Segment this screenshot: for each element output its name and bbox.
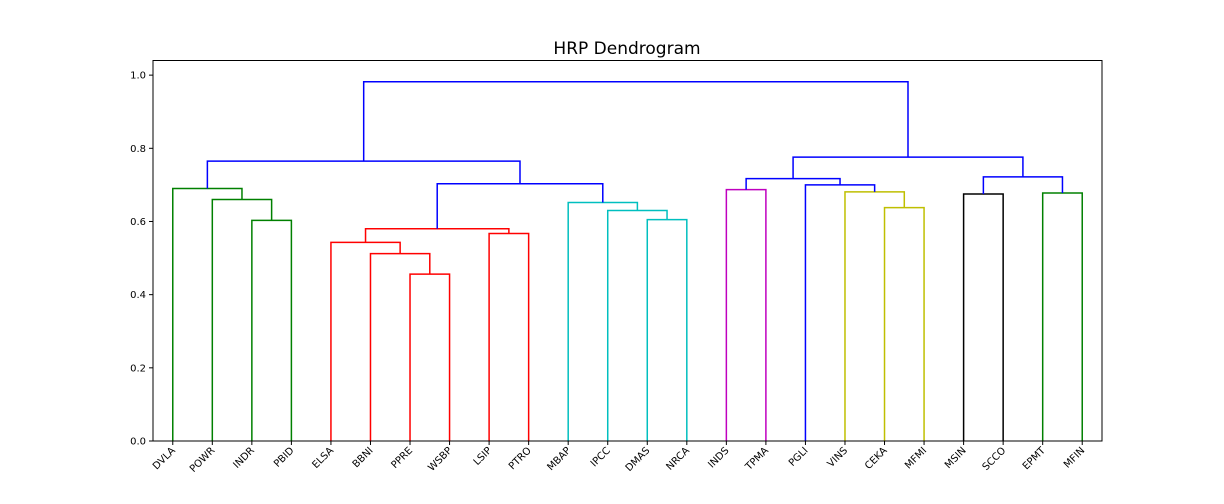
leaf-label-ppre: PPRE <box>389 445 415 471</box>
dendrogram-link-c18-c19 <box>982 176 1064 195</box>
leaf-label-mfin: MFIN <box>1062 445 1087 470</box>
leaf-label-epmt: EPMT <box>1021 445 1049 473</box>
leaf-label-lsip: LSIP <box>472 445 495 468</box>
leaf-label-tpma: TPMA <box>743 445 771 473</box>
dendrogram-link-c5-c6 <box>364 228 510 243</box>
leaf-label-indr: INDR <box>231 445 257 471</box>
dendrogram-link-indr-pbid <box>251 219 293 441</box>
leaf-label-bbni: BBNI <box>351 445 376 470</box>
dendrogram-link-ppre-wsbp <box>409 273 451 441</box>
leaf-label-pgli: PGLI <box>787 445 811 469</box>
dendrogram-link-msin-scco <box>962 193 1004 441</box>
leaf-label-dmas: DMAS <box>624 445 653 474</box>
y-tick-label: 0.4 <box>130 290 146 301</box>
dendrogram-link-c7-c10 <box>436 183 604 229</box>
leaf-label-ipcc: IPCC <box>589 445 613 469</box>
dendrogram-link-ipcc-c8 <box>606 209 668 441</box>
leaf-label-inds: INDS <box>706 445 731 470</box>
plot-frame <box>152 60 1103 442</box>
dendrogram-link-powr-c0 <box>211 198 273 441</box>
leaf-label-ceka: CEKA <box>863 445 890 472</box>
leaf-label-wsbp: WSBP <box>426 445 454 473</box>
dendrogram-link-ceka-mfmi <box>883 206 925 441</box>
dendrogram-link-elsa-c4 <box>330 241 401 441</box>
y-tick-label: 0.6 <box>130 217 146 228</box>
leaf-label-nrca: NRCA <box>665 445 693 473</box>
dendrogram-link-epmt-mfin <box>1041 192 1083 441</box>
dendrogram-link-pgli-c15 <box>804 184 876 441</box>
dendrogram-link-mbap-c9 <box>567 201 639 441</box>
dendrogram-link-c13-c16 <box>745 177 841 190</box>
dendrogram-link-inds-tpma <box>725 188 767 441</box>
dendrogram-links <box>172 80 1083 441</box>
dendrogram-link-dvla-c1 <box>172 187 243 441</box>
leaf-label-scco: SCCO <box>981 445 1009 473</box>
leaf-label-msin: MSIN <box>943 445 969 471</box>
y-tick-label: 0.0 <box>130 437 146 448</box>
leaf-label-vins: VINS <box>826 445 850 469</box>
leaf-label-ptro: PTRO <box>507 445 534 472</box>
chart-title: HRP Dendrogram <box>553 39 700 59</box>
dendrogram-link-c17-c20 <box>792 156 1024 179</box>
leaf-label-mfmi: MFMI <box>903 445 929 471</box>
y-tick-label: 1.0 <box>130 71 146 82</box>
leaf-label-dvla: DVLA <box>151 445 178 472</box>
leaf-label-pbid: PBID <box>272 445 297 470</box>
y-tick-label: 0.2 <box>130 363 146 374</box>
dendrogram-link-bbni-c3 <box>369 252 431 441</box>
leaf-label-powr: POWR <box>188 445 218 475</box>
dendrogram-link-lsip-ptro <box>488 232 530 441</box>
dendrogram-link-c2-c11 <box>206 160 521 189</box>
dendrogram-link-vins-c14 <box>844 191 906 441</box>
dendrogram-link-c12-c21 <box>362 80 909 162</box>
leaf-label-mbap: MBAP <box>545 445 573 473</box>
dendrogram-link-dmas-nrca <box>646 218 688 441</box>
x-axis: DVLA POWR INDR PBID ELSA BBNI PPRE WSBP LSIP PTRO… <box>151 441 1087 475</box>
y-tick-label: 0.8 <box>130 144 146 155</box>
leaf-label-elsa: ELSA <box>310 445 336 471</box>
y-axis: 0.0 0.2 0.4 0.6 0.8 1.0 <box>130 71 153 448</box>
